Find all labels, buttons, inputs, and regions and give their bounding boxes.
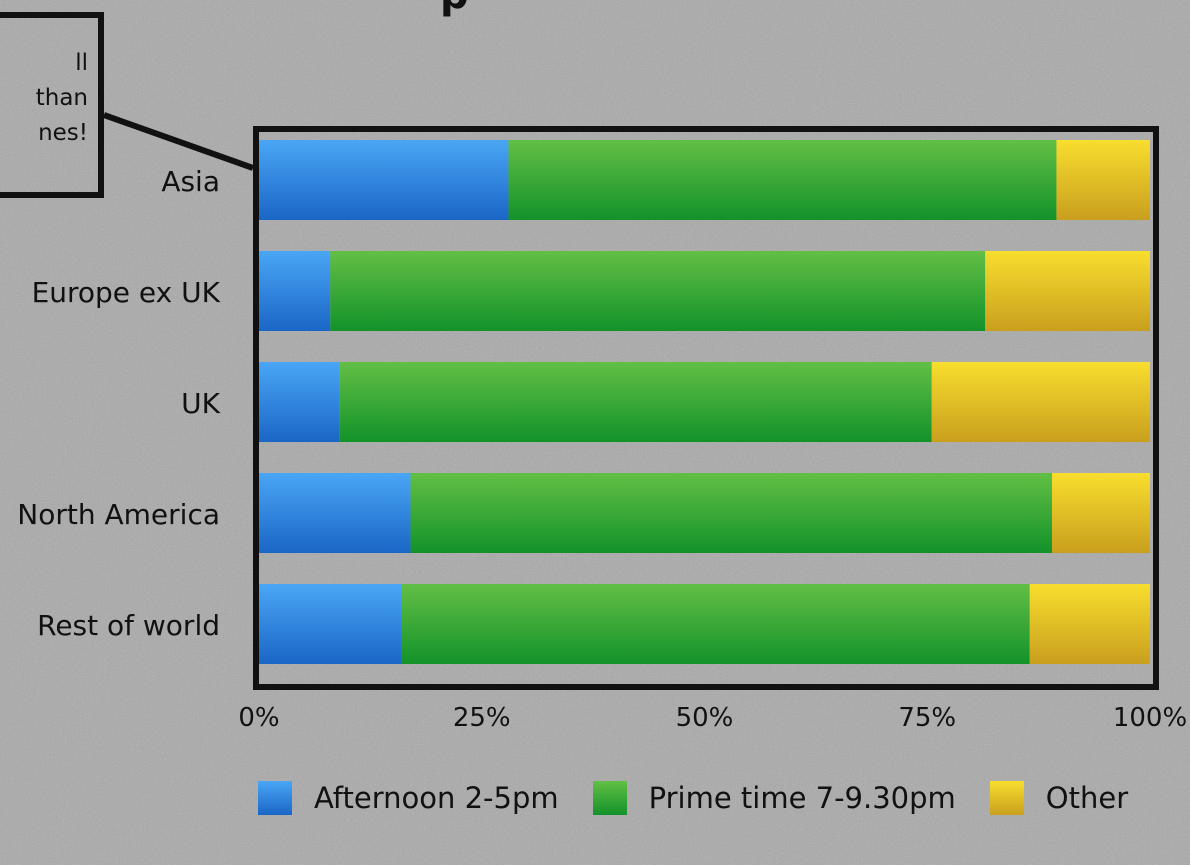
x-tick-label: 50% xyxy=(676,703,734,733)
legend-item: Prime time 7-9.30pm xyxy=(592,781,956,815)
category-label: Europe ex UK xyxy=(32,276,221,309)
x-tick-label: 25% xyxy=(453,703,511,733)
bar-segment xyxy=(1056,140,1150,220)
x-tick-label: 100% xyxy=(1113,703,1187,733)
annotation-callout: ll than nes! xyxy=(0,12,104,198)
plot-frame xyxy=(253,126,1159,690)
legend-label: Afternoon 2-5pm xyxy=(314,781,559,815)
chart-title-fragment: p xyxy=(440,0,469,18)
bar-segment xyxy=(259,251,331,331)
bar-segment xyxy=(259,584,402,664)
bar-segment xyxy=(259,140,509,220)
legend-item: Other xyxy=(989,781,1129,815)
bar-segment xyxy=(259,473,411,553)
bar-segment xyxy=(1051,473,1150,553)
callout-pointer xyxy=(102,112,255,171)
x-tick-label: 0% xyxy=(238,703,279,733)
x-tick-label: 75% xyxy=(898,703,956,733)
bar-segment xyxy=(259,362,340,442)
bar-segment xyxy=(401,584,1030,664)
category-label: Rest of world xyxy=(37,609,220,642)
category-label: UK xyxy=(181,387,220,420)
legend-swatch xyxy=(592,781,627,815)
category-label: Asia xyxy=(161,165,220,198)
annotation-text: ll than nes! xyxy=(35,50,88,146)
bar-segment xyxy=(410,473,1052,553)
legend-swatch xyxy=(258,781,292,815)
legend-label: Other xyxy=(1045,781,1129,815)
bar-segment xyxy=(1029,584,1150,664)
legend-swatch xyxy=(989,781,1024,815)
bar-segment xyxy=(931,362,1150,442)
bar-segment xyxy=(330,251,986,331)
bar-segment xyxy=(985,251,1150,331)
legend-item: Afternoon 2-5pm xyxy=(258,781,559,815)
bar-segment xyxy=(339,362,932,442)
bar-segment xyxy=(508,140,1057,220)
chart-legend: Afternoon 2-5pm Prime time 7-9.30pm Other xyxy=(258,778,1162,818)
category-label: North America xyxy=(17,498,220,531)
legend-label: Prime time 7-9.30pm xyxy=(648,781,956,815)
